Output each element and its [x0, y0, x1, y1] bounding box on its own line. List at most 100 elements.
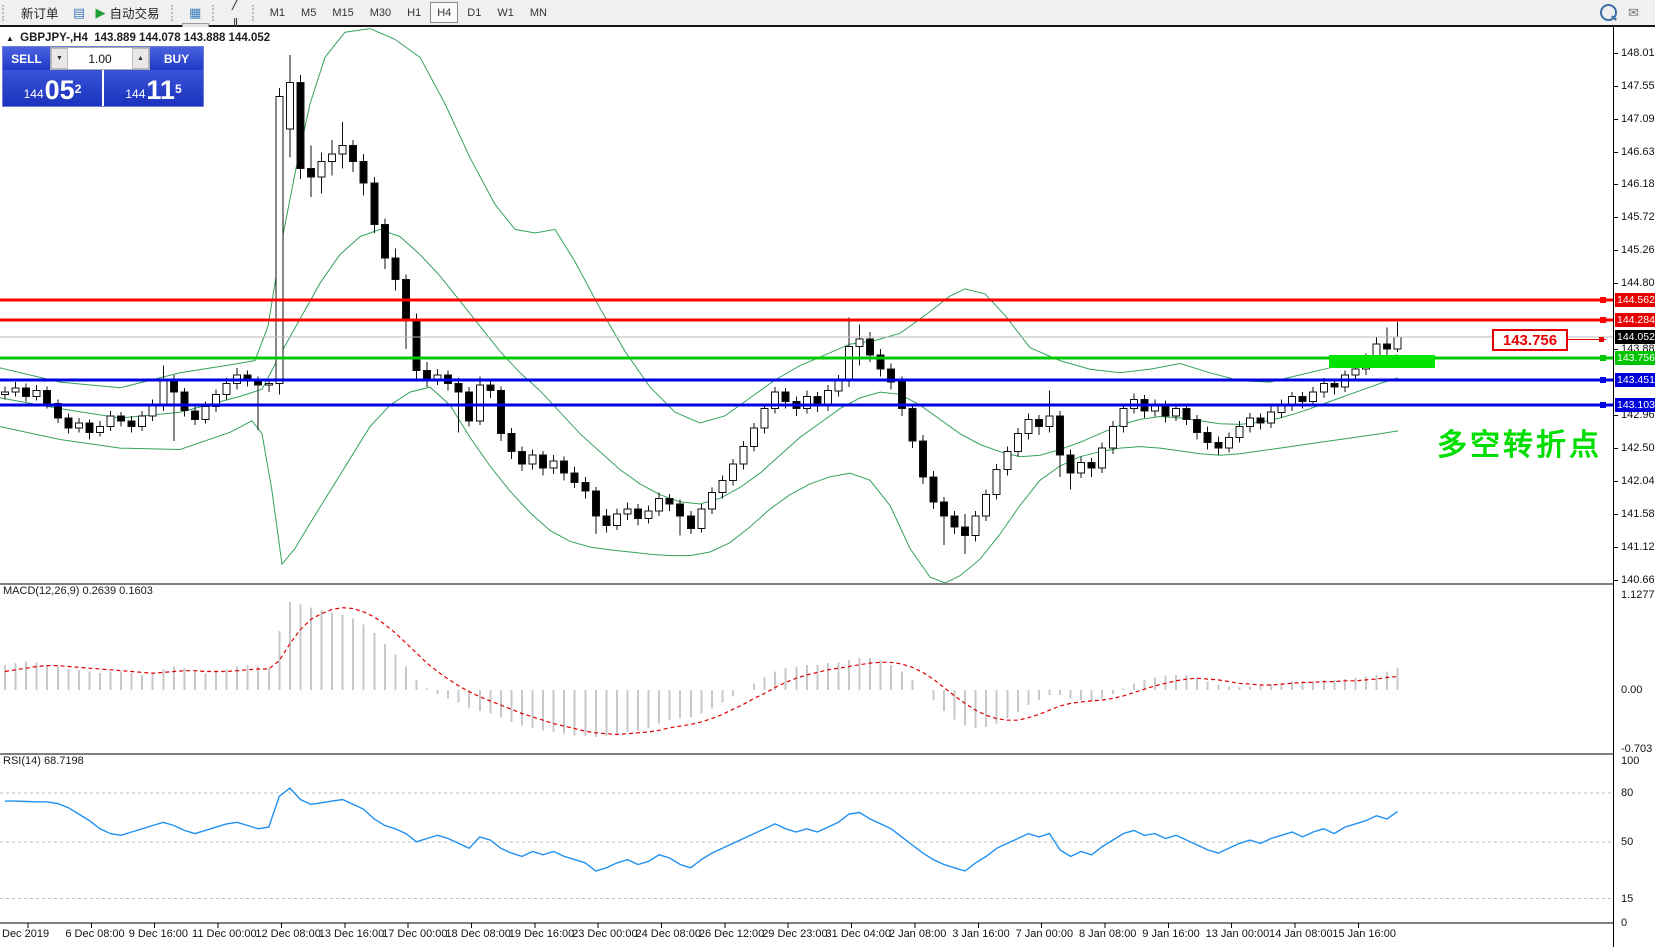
price-tick: 146.180	[1621, 178, 1655, 191]
candle-body	[1298, 395, 1307, 402]
symbol-collapse-icon[interactable]: ▲	[6, 34, 14, 43]
candle-body	[992, 469, 1001, 496]
rsi-scale-tick: 0	[1621, 917, 1628, 929]
candle-body	[1, 391, 9, 395]
axis-tick-mark	[1614, 547, 1618, 549]
candle-body	[918, 440, 927, 478]
candle-body	[1393, 336, 1402, 350]
sell-button[interactable]: SELL	[3, 47, 50, 70]
timeframe-h4[interactable]: H4	[430, 2, 459, 23]
price-tick: 142.500	[1621, 442, 1655, 455]
channel-icon[interactable]: ∥	[223, 13, 249, 34]
trendline-icon: ╱	[231, 0, 240, 10]
axis-tick-mark	[1614, 415, 1618, 417]
candle-body	[897, 381, 906, 410]
candle-body	[961, 526, 970, 536]
timeframe-m30[interactable]: M30	[369, 6, 392, 19]
candle-body	[707, 492, 716, 510]
candle-body	[43, 390, 52, 405]
buy-price-button[interactable]: 144 11 5	[104, 70, 203, 106]
tile-windows-icon[interactable]: ▦	[182, 2, 209, 23]
buy-price-big: 11	[146, 75, 175, 105]
candle-body	[676, 503, 685, 517]
candle-body	[64, 417, 73, 429]
line-handle	[1600, 355, 1606, 361]
candle-body	[1087, 461, 1096, 469]
timeframe-h1[interactable]: H1	[407, 6, 422, 19]
autotrade-icon: ▶	[95, 5, 106, 20]
axis-tick-mark	[1614, 514, 1618, 516]
sell-price-prefix: 144	[23, 87, 44, 101]
publisher-icon[interactable]: ▤	[69, 2, 90, 23]
date-tick: 8 Jan 08:00	[1078, 928, 1137, 940]
timeframe-m5[interactable]: M5	[301, 6, 317, 19]
date-tick: 11 Dec 00:00	[192, 928, 257, 940]
candle-body	[1383, 343, 1392, 350]
bollinger-upper-band	[0, 28, 1399, 424]
date-tick: 19 Dec 16:00	[508, 928, 575, 940]
candle-body	[1351, 368, 1360, 376]
candle-body	[1235, 426, 1244, 438]
volume-increase-button[interactable]: ▲	[132, 48, 149, 69]
candle-body	[517, 451, 526, 465]
candle-body	[359, 160, 368, 184]
search-icon[interactable]	[1596, 2, 1621, 23]
buy-price-prefix: 144	[125, 87, 146, 101]
candle-body	[138, 415, 147, 428]
volume-stepper: ▼ 1.00 ▲	[50, 47, 150, 70]
sell-price-big: 05	[44, 75, 75, 105]
volume-value[interactable]: 1.00	[88, 51, 112, 66]
axis-tick-mark	[1614, 118, 1618, 120]
pane-divider[interactable]	[0, 583, 1613, 585]
timeframe-mn[interactable]: MN	[529, 6, 547, 19]
toolbar-grip	[2, 4, 10, 21]
pane-divider[interactable]	[0, 753, 1613, 755]
new-order-button[interactable]: 新订单	[13, 2, 67, 23]
rsi-scale-tick: 15	[1621, 892, 1634, 905]
candle-body	[264, 383, 273, 386]
timeframe-m1[interactable]: M1	[269, 6, 286, 19]
price-marker-label: 143.451	[1615, 372, 1655, 387]
symbol-name: GBPJPY-,H4	[20, 32, 88, 44]
timeframe-w1[interactable]: W1	[497, 6, 514, 19]
candle-body	[665, 497, 674, 505]
candle-body	[602, 515, 611, 527]
trendline-icon[interactable]: ╱	[223, 0, 249, 13]
buy-button[interactable]: BUY	[150, 47, 203, 70]
toolbar-grip	[170, 4, 179, 21]
sell-price-button[interactable]: 144 05 2	[3, 70, 102, 106]
candle-body	[750, 427, 759, 448]
candle-body	[486, 384, 495, 392]
candle-body	[32, 390, 41, 397]
chart-canvas[interactable]	[0, 27, 1613, 947]
date-tick: 15 Jan 16:00	[1332, 928, 1396, 940]
candle-body	[338, 145, 347, 155]
candle-body	[127, 420, 136, 427]
price-tick: 145.260	[1621, 244, 1655, 257]
bollinger-lower-band	[0, 386, 1399, 584]
candle-body	[1003, 451, 1012, 471]
candle-body	[180, 391, 189, 412]
price-annotation-box[interactable]: 143.756	[1492, 329, 1568, 351]
candle-body	[1013, 433, 1022, 453]
candle-body	[306, 167, 315, 178]
one-click-trade-panel: SELL ▼ 1.00 ▲ BUY 144 05 2 144 11 5	[2, 46, 204, 107]
candle-body	[1161, 404, 1170, 417]
candle-body	[771, 391, 780, 410]
autotrade-button[interactable]: ▶ 自动交易	[92, 2, 168, 23]
timeframe-m15[interactable]: M15	[332, 6, 354, 19]
date-tick: 26 Dec 12:00	[698, 928, 765, 940]
date-tick: 29 Dec 23:00	[762, 928, 828, 940]
candle-body	[1245, 417, 1254, 428]
highlight-zone[interactable]	[1329, 354, 1435, 368]
candle-body	[11, 387, 20, 393]
volume-decrease-button[interactable]: ▼	[51, 48, 68, 69]
macd-label: MACD(12,26,9) 0.2639 0.1603	[3, 585, 153, 597]
candle-body	[317, 160, 326, 178]
chat-icon[interactable]: ✉	[1623, 2, 1644, 23]
price-axis[interactable]: 148.010 147.550 147.090 146.630 146.180 145.7…	[1613, 27, 1655, 947]
candle-body	[391, 257, 400, 281]
candle-body	[686, 515, 695, 529]
timeframe-d1[interactable]: D1	[467, 6, 482, 19]
candle-body	[1319, 383, 1328, 393]
